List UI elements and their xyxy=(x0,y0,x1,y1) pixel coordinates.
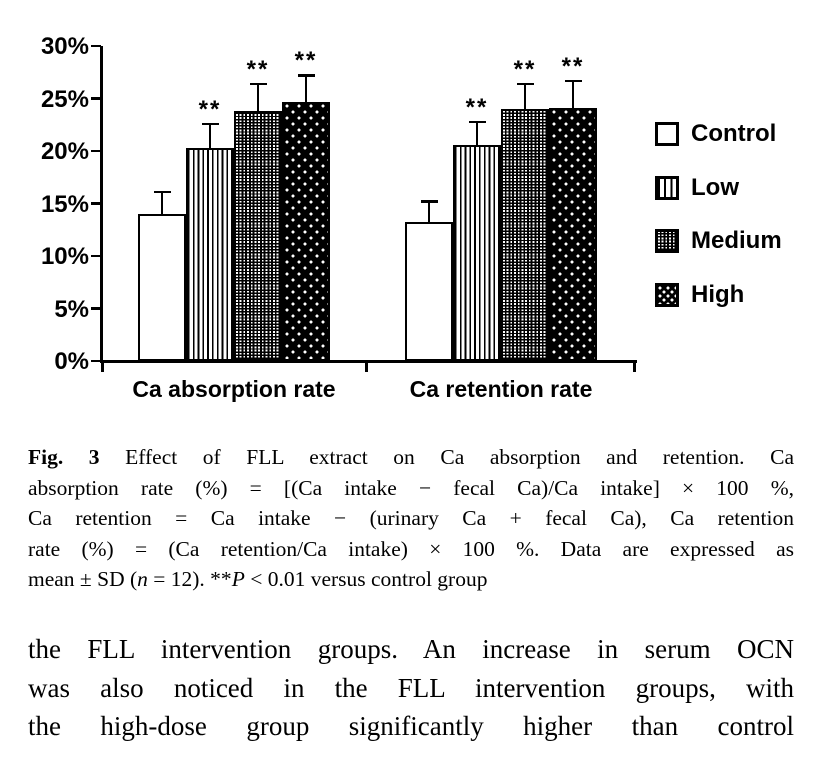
significance-label-low-ca-retention-rate: ** xyxy=(465,93,489,121)
error-bar-cap-high-ca-retention-rate xyxy=(564,79,582,83)
significance-label-low-ca-absorption-rate: ** xyxy=(198,95,222,123)
caption-text-5a: mean ± SD ( xyxy=(28,567,138,591)
significance-label-high-ca-absorption-rate: ** xyxy=(294,47,318,75)
legend-swatch-low xyxy=(655,175,679,200)
legend-label-control: Control xyxy=(691,120,777,147)
significance-label-medium-ca-absorption-rate: ** xyxy=(246,55,270,83)
significance-label-medium-ca-retention-rate: ** xyxy=(513,55,537,83)
error-bar-cap-low-ca-absorption-rate xyxy=(201,122,219,126)
error-bar-cap-medium-ca-retention-rate xyxy=(516,82,534,86)
caption-text-5c: < 0.01 versus control group xyxy=(244,567,488,591)
bar-low-ca-absorption-rate xyxy=(186,147,234,361)
error-bar-cap-low-ca-retention-rate xyxy=(468,120,486,124)
bar-low-ca-retention-rate xyxy=(453,144,501,361)
bar-high-ca-absorption-rate xyxy=(282,101,330,361)
bar-medium-ca-absorption-rate xyxy=(234,111,282,361)
caption-line-4: rate (%) = (Ca retention/Ca intake) × 10… xyxy=(28,536,794,561)
error-bar-line-high-ca-absorption-rate xyxy=(304,75,308,102)
x-category-label-ca-retention-rate: Ca retention rate xyxy=(409,376,593,402)
error-bar-line-control-ca-absorption-rate xyxy=(160,191,164,214)
figure-3-caption: Fig. 3 Effect of FLL extract on Ca absor… xyxy=(28,442,794,595)
body-line-2: was also noticed in the FLL intervention… xyxy=(28,672,794,703)
bar-high-ca-retention-rate xyxy=(549,107,597,361)
bar-control-ca-absorption-rate xyxy=(138,214,186,361)
y-axis-tick xyxy=(91,254,101,258)
legend-label-low: Low xyxy=(691,173,739,201)
body-line-1: the FLL intervention groups. An increase… xyxy=(28,634,794,664)
x-category-label-ca-absorption-rate: Ca absorption rate xyxy=(132,376,336,402)
y-tick-label: 20% xyxy=(40,138,89,165)
caption-p-italic: P xyxy=(231,567,245,591)
y-axis-tick xyxy=(91,149,101,153)
significance-label-high-ca-retention-rate: ** xyxy=(561,52,585,80)
y-tick-label: 15% xyxy=(40,190,89,218)
y-axis-line xyxy=(100,46,103,363)
error-bar-cap-control-ca-absorption-rate xyxy=(153,190,171,194)
legend-swatch-medium xyxy=(655,229,679,253)
y-tick-label: 5% xyxy=(54,295,89,323)
x-axis-tick xyxy=(365,363,368,372)
error-bar-line-high-ca-retention-rate xyxy=(571,80,575,108)
x-axis-tick xyxy=(633,363,636,372)
figure-3-bar-chart: 0% 5% 10% 15% 20% 25% 30% ** ** ** Ca absorption r… xyxy=(40,33,782,402)
caption-line-2: absorption rate (%) = [(Ca intake − feca… xyxy=(28,475,794,500)
caption-line-3: Ca retention = Ca intake − (urinary Ca +… xyxy=(28,506,794,530)
y-axis-tick xyxy=(91,359,101,363)
error-bar-line-medium-ca-retention-rate xyxy=(523,83,527,109)
error-bar-cap-high-ca-absorption-rate xyxy=(297,74,315,77)
error-bar-line-medium-ca-absorption-rate xyxy=(256,83,260,112)
legend-swatch-high xyxy=(655,282,679,307)
x-axis-line xyxy=(100,360,637,363)
body-line-3: the high-dose group significantly higher… xyxy=(28,711,794,741)
figure-label: Fig. 3 xyxy=(28,445,100,469)
error-bar-line-low-ca-retention-rate xyxy=(475,121,479,145)
y-axis-tick xyxy=(91,97,101,100)
y-tick-label: 0% xyxy=(54,348,89,375)
caption-text-5b: = 12). ** xyxy=(147,567,232,591)
legend-label-high: High xyxy=(691,280,745,308)
caption-line-1: Fig. 3 Effect of FLL extract on Ca absor… xyxy=(28,442,794,473)
error-bar-line-low-ca-absorption-rate xyxy=(208,123,212,148)
error-bar-cap-control-ca-retention-rate xyxy=(420,200,438,203)
legend-label-medium: Medium xyxy=(691,227,782,254)
y-tick-label: 10% xyxy=(40,243,89,270)
bar-medium-ca-retention-rate xyxy=(501,109,549,361)
caption-line-5: mean ± SD (n = 12). **P < 0.01 versus co… xyxy=(28,564,794,595)
x-axis-tick xyxy=(101,363,104,372)
error-bar-line-control-ca-retention-rate xyxy=(427,201,431,223)
y-axis-tick xyxy=(91,202,101,205)
article-body-text: the FLL intervention groups. An increase… xyxy=(28,630,794,746)
error-bar-cap-medium-ca-absorption-rate xyxy=(249,82,267,86)
bar-control-ca-retention-rate xyxy=(405,222,453,361)
caption-text-1: Effect of FLL extract on Ca absorption a… xyxy=(99,445,794,469)
legend-swatch-control xyxy=(655,122,679,146)
y-axis-tick xyxy=(91,307,101,310)
y-tick-label: 25% xyxy=(40,85,89,113)
caption-n-italic: n xyxy=(137,567,148,591)
y-axis-tick xyxy=(91,44,101,48)
y-tick-label: 30% xyxy=(40,33,89,60)
